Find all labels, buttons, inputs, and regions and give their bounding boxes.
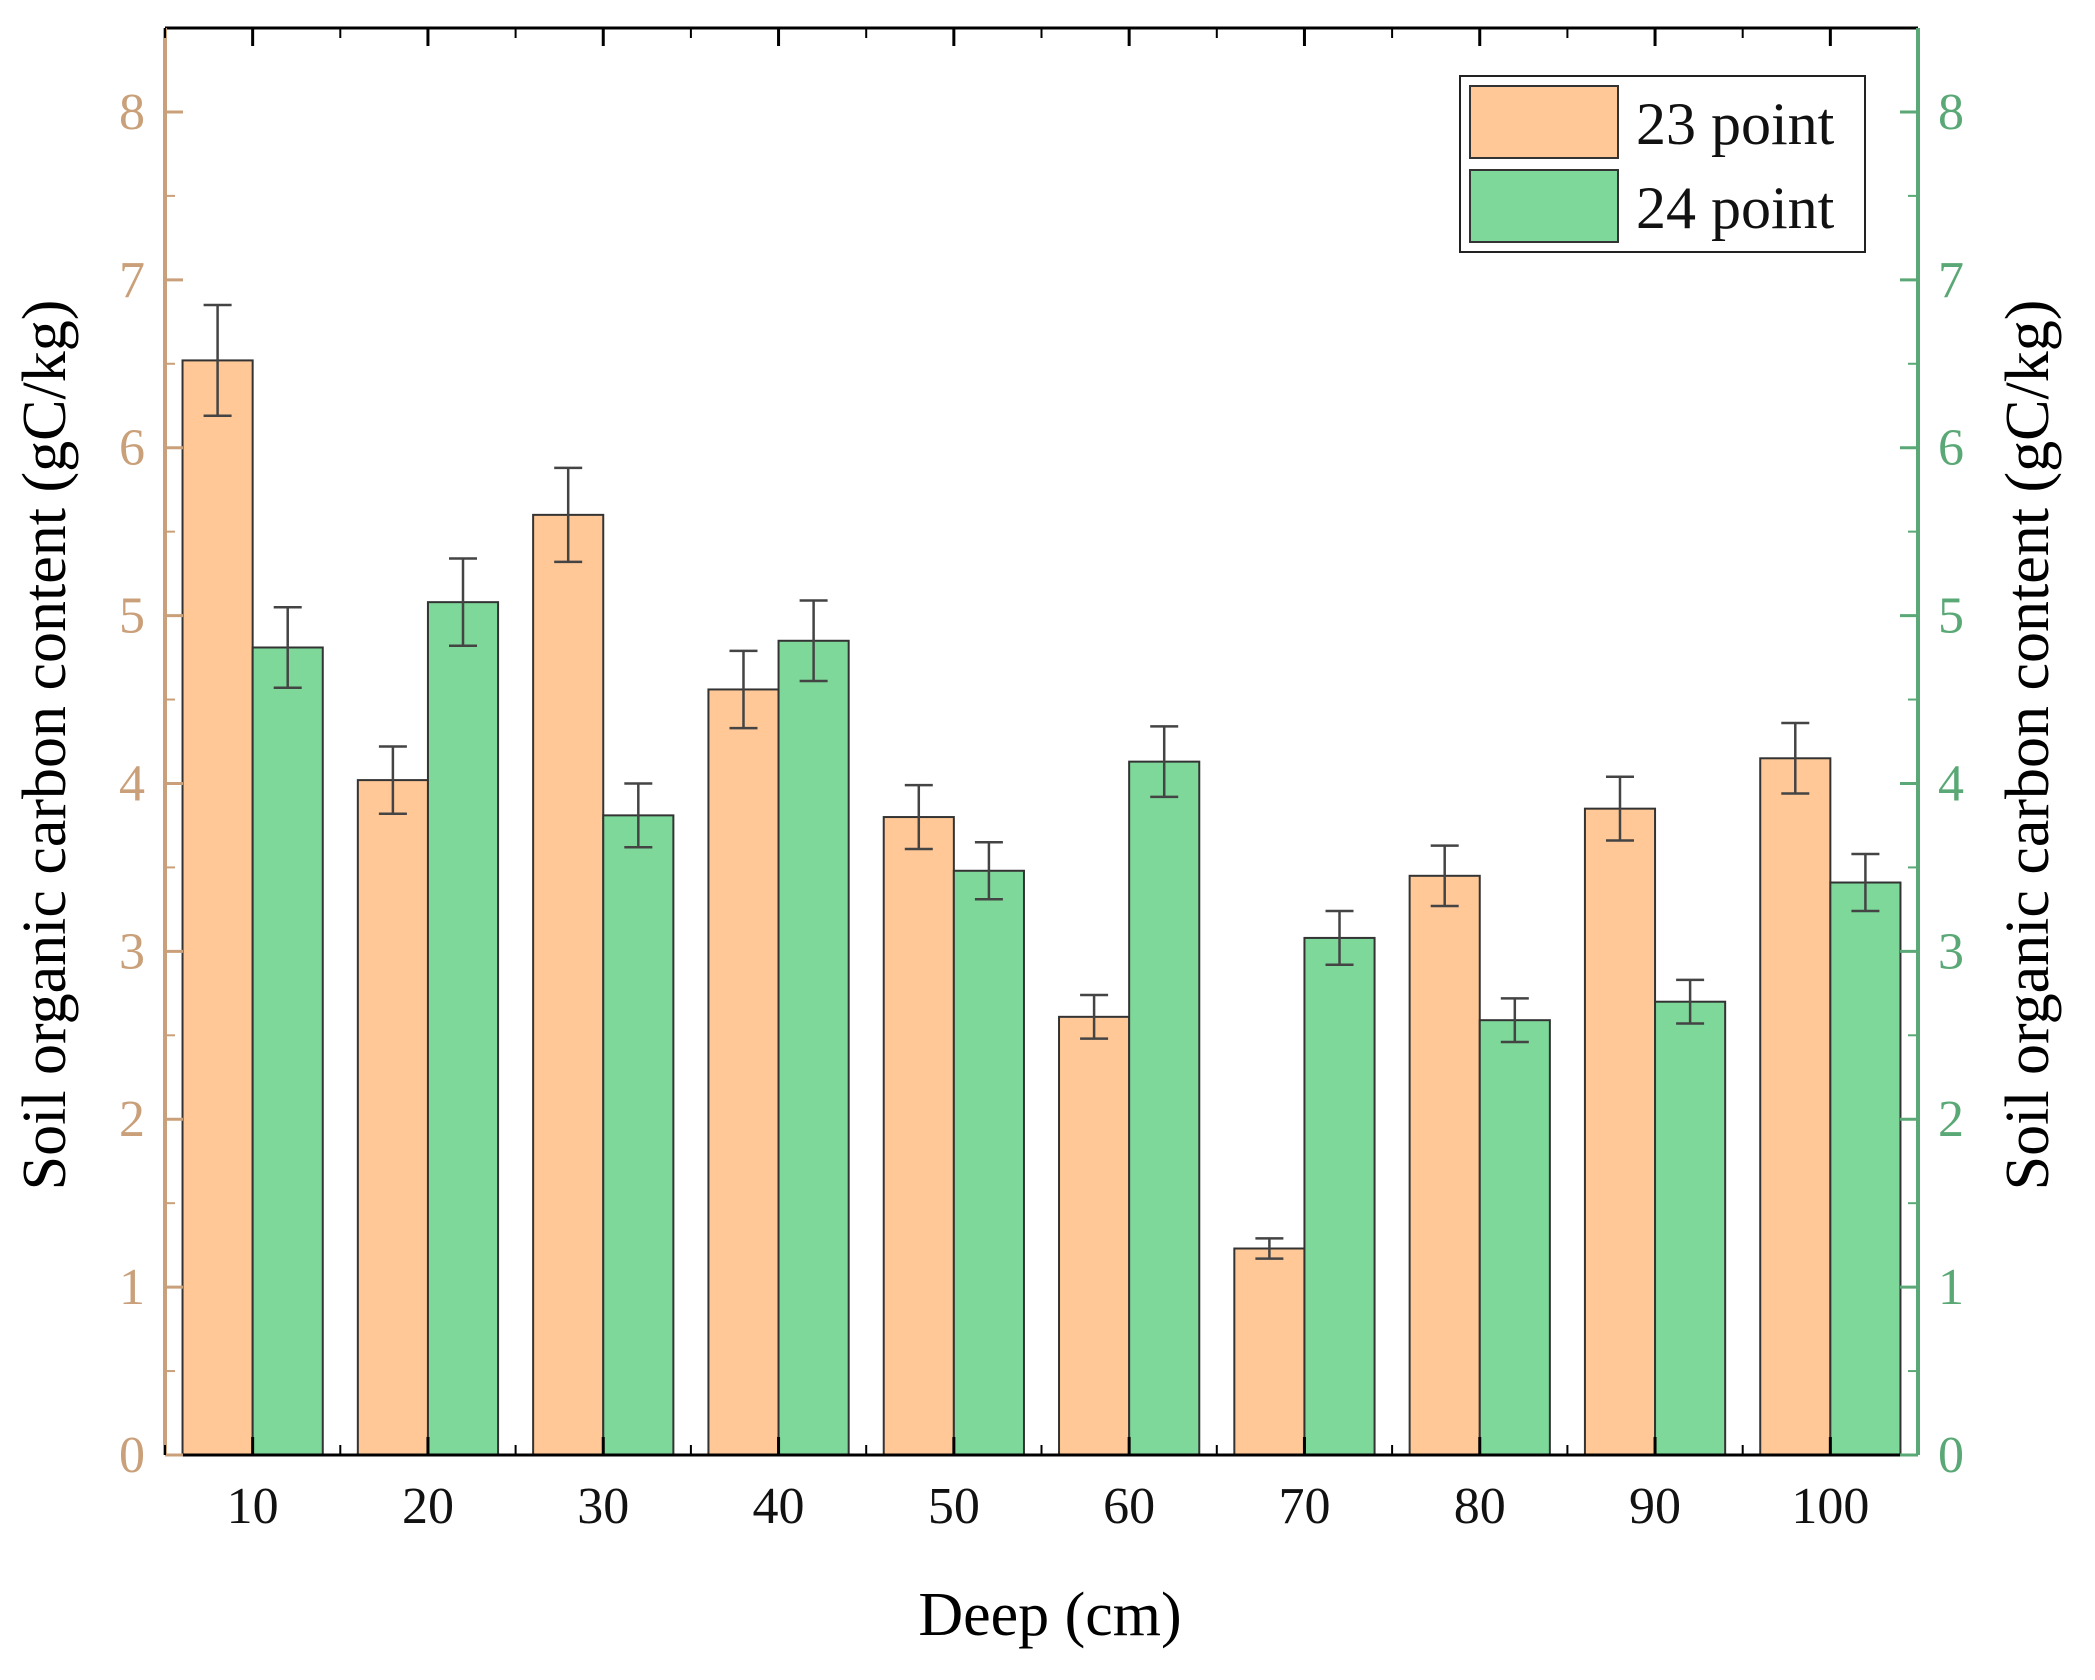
y-tick-label-left: 0 — [119, 1427, 145, 1484]
y-tick-label-left: 3 — [119, 923, 145, 980]
bar-24-point-90 — [1654, 1000, 1727, 1456]
legend-swatch-23-point — [1469, 85, 1619, 159]
y-tick-label-left: 7 — [119, 252, 145, 309]
bar-23-point-80 — [1408, 874, 1481, 1456]
bar-24-point-50 — [952, 869, 1025, 1456]
y-tick-label-right: 4 — [1938, 755, 1964, 812]
x-tick-label-40: 40 — [753, 1478, 805, 1535]
error-bars — [203, 303, 1880, 1260]
y-tick-label-left: 5 — [119, 588, 145, 645]
y-tick-label-right: 5 — [1938, 588, 1964, 645]
y-tick-label-right: 2 — [1938, 1091, 1964, 1148]
bar-23-point-40 — [707, 688, 780, 1456]
tick-labels: 0 0 1 1 2 2 3 3 4 4 5 5 6 6 7 7 8 8 10 20 30 40 50 60 70 80 90 100 — [119, 84, 1964, 1535]
bar-23-point-60 — [1058, 1015, 1131, 1457]
bar-23-point-30 — [532, 513, 605, 1456]
y-tick-label-right: 8 — [1938, 84, 1964, 141]
y-tick-label-left: 8 — [119, 84, 145, 141]
bar-24-point-60 — [1128, 760, 1201, 1456]
y-axis-title-left: Soil organic carbon content (gC/kg) — [11, 300, 79, 1191]
x-tick-label-50: 50 — [928, 1478, 980, 1535]
x-tick-label-20: 20 — [402, 1478, 454, 1535]
legend-label-23-point: 23 point — [1636, 91, 1835, 157]
bar-23-point-20 — [356, 779, 429, 1456]
y-tick-label-left: 6 — [119, 420, 145, 477]
bar-23-point-100 — [1759, 757, 1832, 1456]
x-tick-label-70: 70 — [1278, 1478, 1330, 1535]
bars — [181, 359, 1902, 1457]
bar-24-point-30 — [602, 814, 675, 1456]
y-tick-label-left: 1 — [119, 1259, 145, 1316]
legend-swatch-24-point — [1469, 169, 1619, 243]
y-tick-label-right: 1 — [1938, 1259, 1964, 1316]
x-tick-label-100: 100 — [1791, 1478, 1869, 1535]
bar-24-point-10 — [251, 646, 324, 1456]
y-tick-label-right: 6 — [1938, 420, 1964, 477]
y-tick-label-right: 0 — [1938, 1427, 1964, 1484]
y-tick-label-right: 7 — [1938, 252, 1964, 309]
bar-23-point-10 — [181, 359, 254, 1456]
y-tick-label-right: 3 — [1938, 923, 1964, 980]
x-tick-label-10: 10 — [227, 1478, 279, 1535]
y-tick-label-left: 4 — [119, 755, 145, 812]
bar-24-point-70 — [1303, 936, 1376, 1456]
y-axis-title-right: Soil organic carbon content (gC/kg) — [1994, 300, 2062, 1191]
bar-23-point-90 — [1583, 807, 1657, 1456]
x-tick-label-90: 90 — [1629, 1478, 1681, 1535]
bar-24-point-100 — [1829, 881, 1902, 1456]
x-tick-label-80: 80 — [1454, 1478, 1506, 1535]
bar-23-point-70 — [1233, 1247, 1306, 1457]
x-tick-label-60: 60 — [1103, 1478, 1155, 1535]
bar-23-point-50 — [882, 816, 955, 1456]
legend-label-24-point: 24 point — [1636, 175, 1835, 241]
axes — [163, 26, 1920, 1457]
bar-24-point-80 — [1478, 1019, 1551, 1456]
x-axis-title: Deep (cm) — [918, 1581, 1181, 1649]
bar-24-point-40 — [777, 639, 850, 1456]
x-tick-label-30: 30 — [577, 1478, 629, 1535]
bar-24-point-20 — [426, 601, 500, 1456]
y-tick-label-left: 2 — [119, 1091, 145, 1148]
legend: 23 point 24 point — [1459, 75, 1866, 253]
